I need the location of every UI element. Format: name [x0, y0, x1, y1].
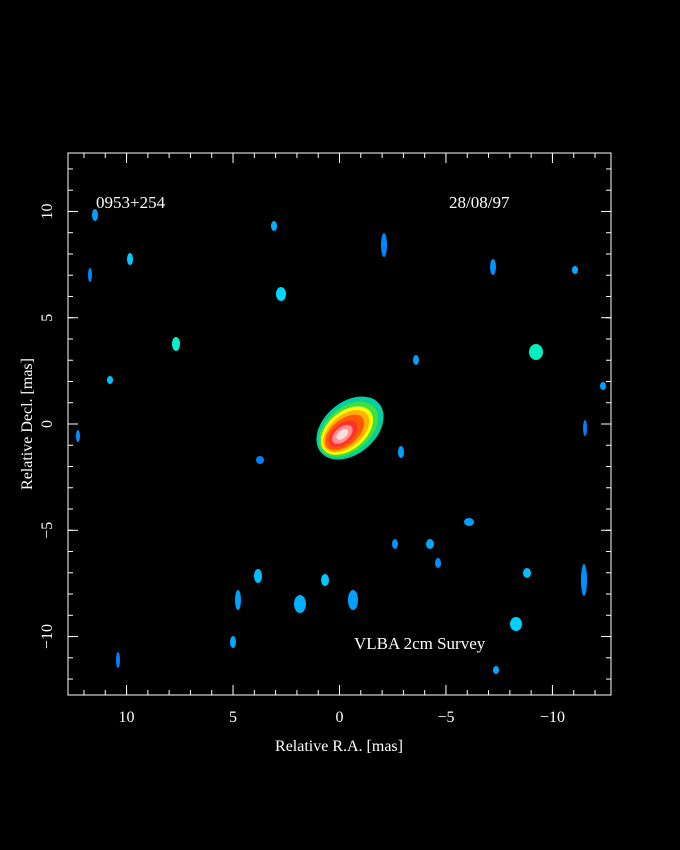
x-tick-label: 0	[336, 709, 344, 726]
speck	[127, 253, 133, 265]
speck	[392, 539, 398, 549]
speck	[464, 518, 474, 526]
speck	[435, 558, 441, 568]
x-tick-label: −10	[540, 709, 565, 726]
speck	[572, 266, 578, 274]
speck	[529, 344, 543, 360]
speck	[321, 574, 329, 586]
annotation: 0953+254	[96, 193, 166, 212]
annotation: 28/08/97	[449, 193, 510, 212]
speck	[510, 617, 522, 631]
speck	[276, 287, 286, 301]
noise-specks	[76, 209, 606, 674]
speck	[348, 590, 358, 610]
x-tick-label: 10	[119, 709, 135, 726]
speck	[116, 652, 120, 668]
speck	[172, 337, 180, 351]
annotation: VLBA 2cm Survey	[354, 634, 486, 653]
y-tick-label: −5	[39, 522, 56, 539]
speck	[254, 569, 262, 583]
speck	[107, 376, 113, 384]
speck	[381, 233, 387, 257]
speck	[294, 595, 306, 613]
speck	[76, 430, 80, 442]
speck	[600, 382, 606, 390]
speck	[398, 446, 404, 458]
speck	[235, 590, 241, 610]
speck	[523, 568, 531, 578]
speck	[92, 209, 98, 221]
speck	[493, 666, 499, 674]
speck	[413, 355, 419, 365]
speck	[581, 564, 587, 596]
x-tick-label: 5	[229, 709, 237, 726]
speck	[271, 221, 277, 231]
x-tick-label: −5	[437, 709, 454, 726]
x-axis-label: Relative R.A. [mas]	[275, 738, 403, 755]
speck	[230, 636, 236, 648]
speck	[583, 420, 587, 436]
y-axis-label: Relative Decl. [mas]	[19, 358, 36, 490]
speck	[256, 456, 264, 464]
y-tick-label: −10	[39, 624, 56, 649]
y-tick-label: 10	[39, 203, 56, 219]
source	[316, 396, 384, 460]
y-tick-label: 0	[39, 420, 56, 428]
speck	[88, 268, 92, 282]
speck	[426, 539, 434, 549]
speck	[490, 259, 496, 275]
y-tick-label: 5	[39, 314, 56, 322]
source-contour	[336, 428, 349, 440]
